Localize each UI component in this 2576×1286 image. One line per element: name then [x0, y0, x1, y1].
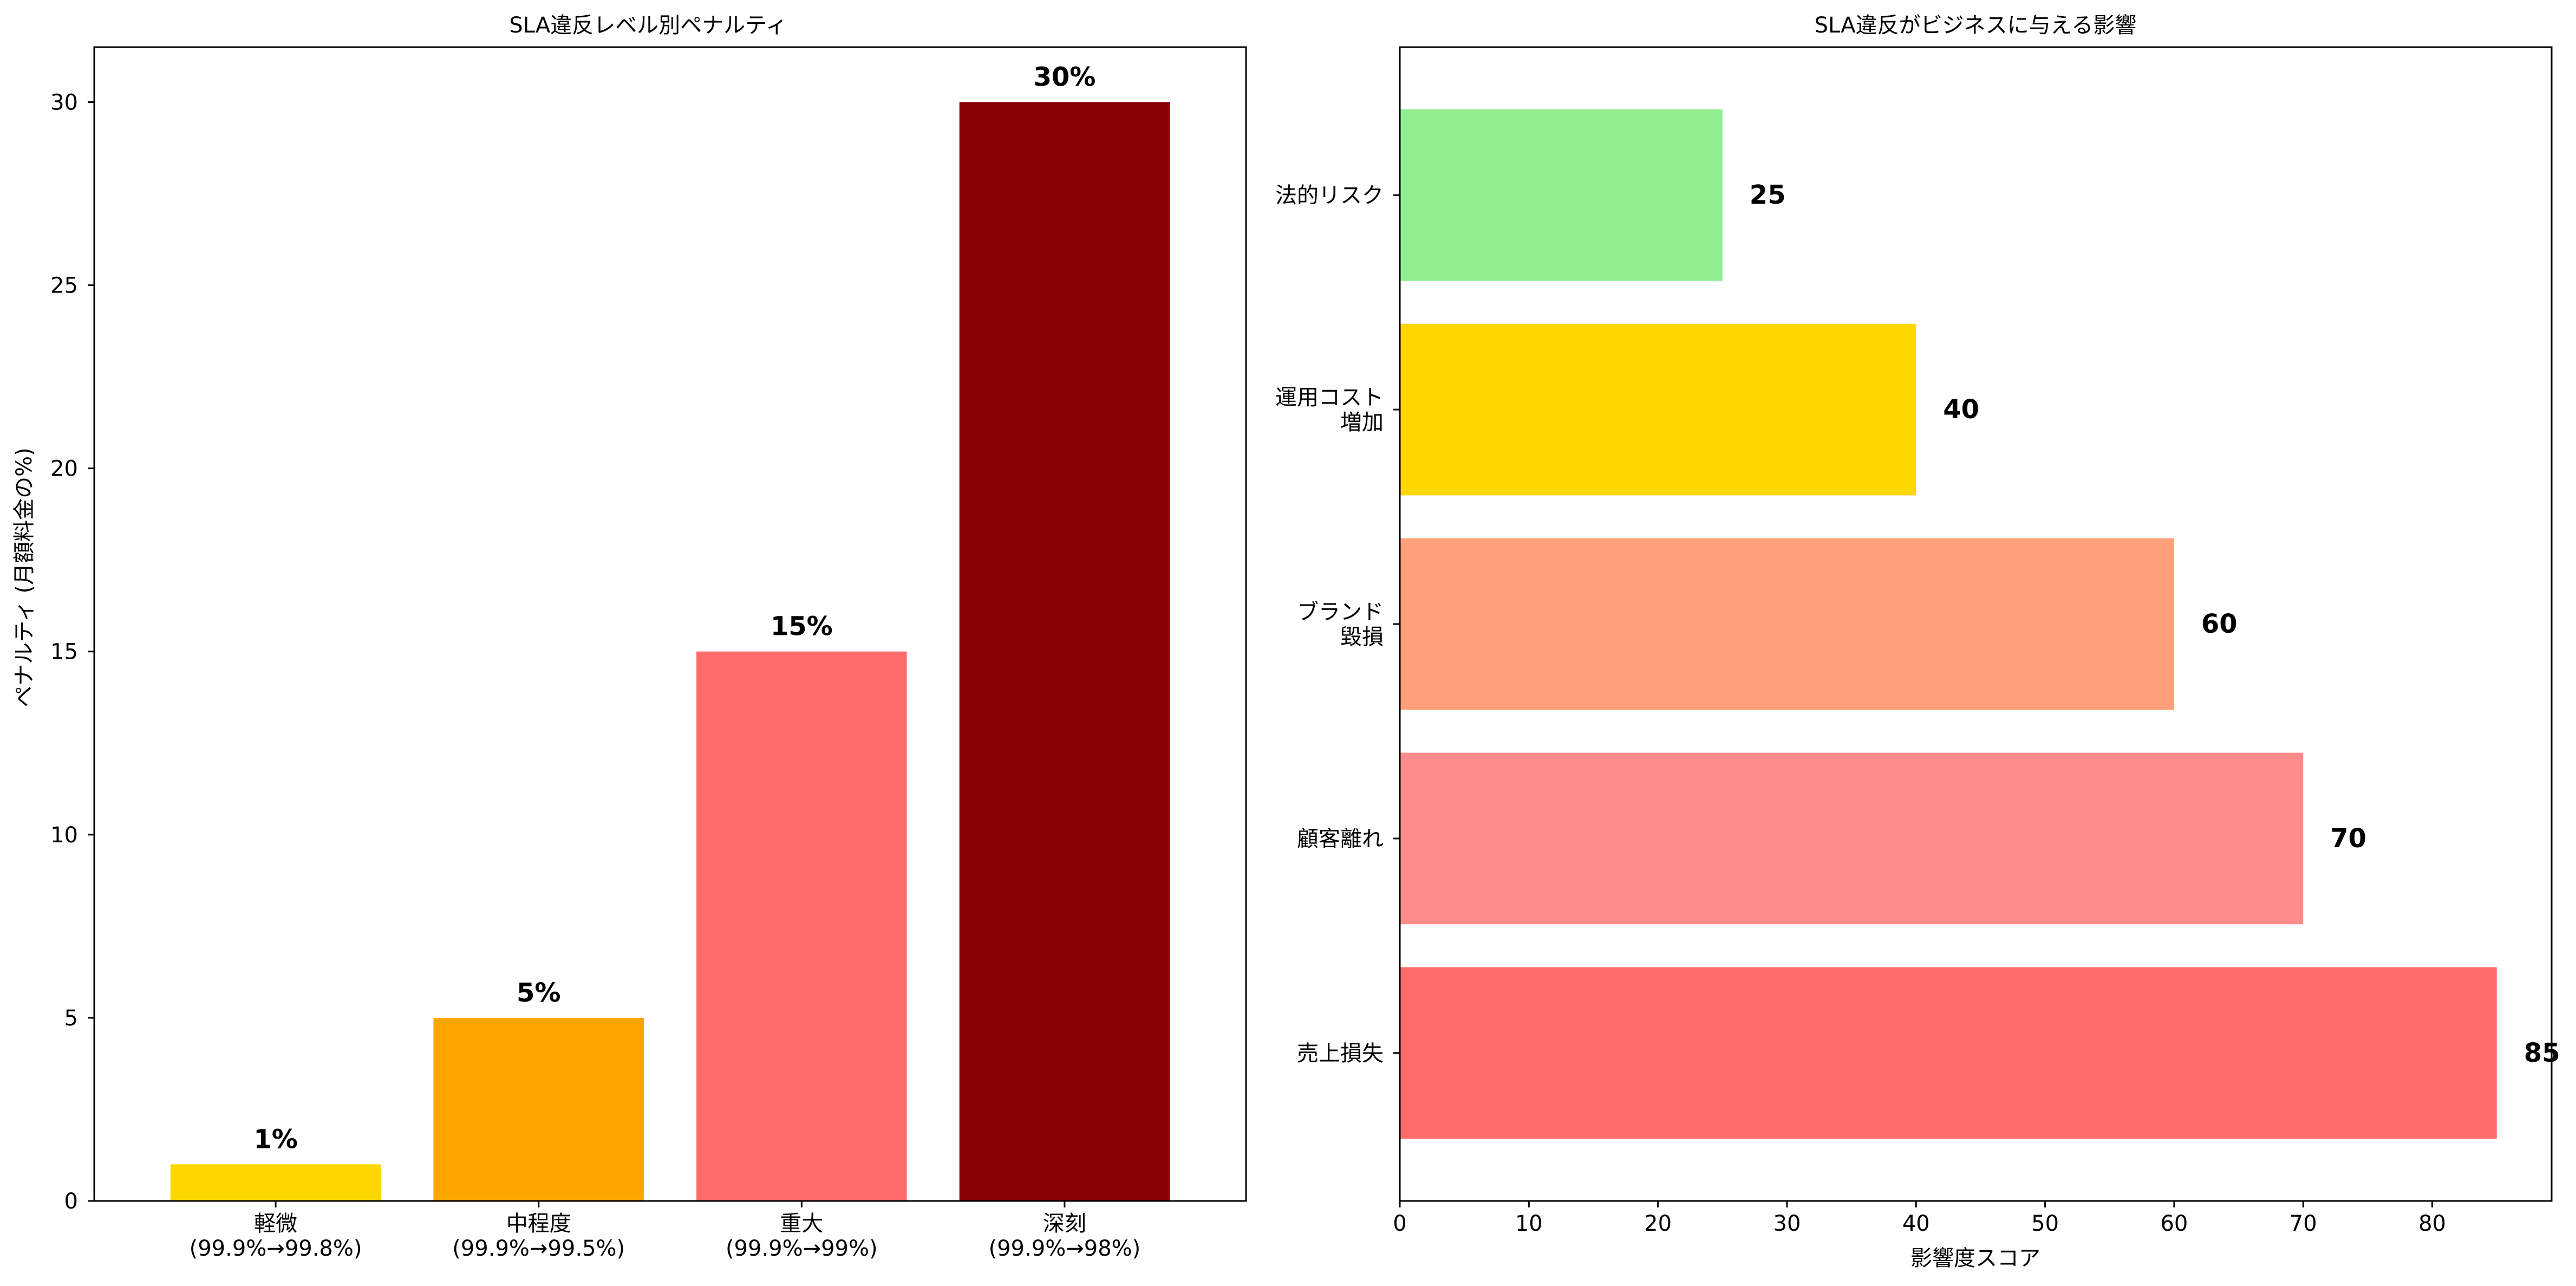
impact-x-tick-label: 60	[2160, 1211, 2188, 1236]
penalty-chart-ylabel: ペナルティ (月額料金の%)	[12, 447, 37, 707]
impact-value-label: 60	[2201, 609, 2238, 639]
impact-chart-xlabel: 影響度スコア	[1910, 1246, 2040, 1271]
impact-y-tick-label: 顧客離れ	[1297, 827, 1384, 852]
penalty-x-tick-label: 軽微(99.9%→99.8%)	[190, 1211, 362, 1261]
penalty-value-label: 1%	[253, 1124, 298, 1154]
impact-y-tick-label: 法的リスク	[1275, 183, 1384, 208]
impact-x-tick-label: 70	[2290, 1211, 2317, 1236]
penalty-y-tick-label: 15	[50, 640, 78, 665]
impact-bar	[1400, 967, 2497, 1139]
impact-x-tick-label: 40	[1902, 1211, 1930, 1236]
impact-y-tick-label: 運用コスト増加	[1275, 385, 1384, 435]
impact-x-tick-label: 0	[1393, 1211, 1406, 1236]
impact-x-tick-label: 20	[1644, 1211, 1672, 1236]
penalty-bar	[696, 651, 907, 1201]
penalty-value-label: 30%	[1033, 62, 1095, 92]
impact-y-ticks: 売上損失 顧客離れ ブランド毀損 運用コスト増加 法的リスク	[1275, 183, 1400, 1066]
impact-value-label: 85	[2524, 1038, 2560, 1068]
impact-bar	[1400, 538, 2174, 710]
impact-x-tick-label: 10	[1515, 1211, 1543, 1236]
penalty-y-tick-label: 20	[50, 457, 78, 482]
impact-x-tick-label: 30	[1773, 1211, 1801, 1236]
impact-y-tick-label: 売上損失	[1297, 1041, 1384, 1066]
penalty-y-tick-label: 25	[50, 274, 78, 298]
impact-bars	[1400, 109, 2497, 1139]
impact-y-tick-label: ブランド毀損	[1297, 600, 1384, 650]
penalty-value-label: 15%	[771, 612, 833, 642]
impact-chart: SLA違反がビジネスに与える影響 影響度スコア 0 10 20 30 40 50 60 70 8…	[1275, 13, 2560, 1271]
penalty-y-tick-label: 30	[50, 90, 78, 115]
penalty-x-tick-label: 重大(99.9%→99%)	[726, 1211, 878, 1261]
impact-value-label: 25	[1750, 180, 1786, 210]
impact-x-tick-label: 80	[2418, 1211, 2446, 1236]
penalty-bars	[170, 102, 1170, 1201]
impact-x-tick-label: 50	[2031, 1211, 2059, 1236]
penalty-chart-title: SLA違反レベル別ペナルティ	[509, 13, 787, 38]
impact-x-ticks: 0 10 20 30 40 50 60 70 80	[1393, 1201, 2446, 1236]
penalty-y-tick-label: 0	[64, 1189, 78, 1214]
impact-value-label: 70	[2330, 823, 2366, 854]
penalty-y-tick-label: 5	[64, 1006, 78, 1031]
impact-bar	[1400, 109, 1723, 281]
penalty-bar	[170, 1164, 381, 1201]
penalty-y-ticks: 0 5 10 15 20 25 30	[50, 90, 94, 1214]
impact-plot-frame	[1399, 46, 2553, 1202]
penalty-y-tick-label: 10	[50, 823, 78, 848]
impact-value-labels: 85 70 60 40 25	[1750, 180, 2560, 1068]
impact-value-label: 40	[1943, 394, 1979, 425]
penalty-x-tick-label: 中程度(99.9%→99.5%)	[452, 1211, 625, 1261]
penalty-value-label: 5%	[517, 978, 561, 1008]
impact-bar	[1400, 323, 1916, 496]
penalty-bar	[433, 1017, 644, 1201]
impact-bar	[1400, 752, 2304, 925]
impact-chart-title: SLA違反がビジネスに与える影響	[1815, 13, 2137, 38]
penalty-plot-frame	[93, 46, 1247, 1202]
penalty-x-ticks: 軽微(99.9%→99.8%) 中程度(99.9%→99.5%) 重大(99.9%→…	[190, 1201, 1141, 1261]
penalty-value-labels: 1% 5% 15% 30%	[253, 62, 1095, 1154]
penalty-chart: SLA違反レベル別ペナルティ ペナルティ (月額料金の%) 0 5 10 15 20 25…	[12, 13, 1247, 1261]
penalty-bar	[959, 102, 1170, 1201]
penalty-x-tick-label: 深刻(99.9%→98%)	[989, 1211, 1141, 1261]
